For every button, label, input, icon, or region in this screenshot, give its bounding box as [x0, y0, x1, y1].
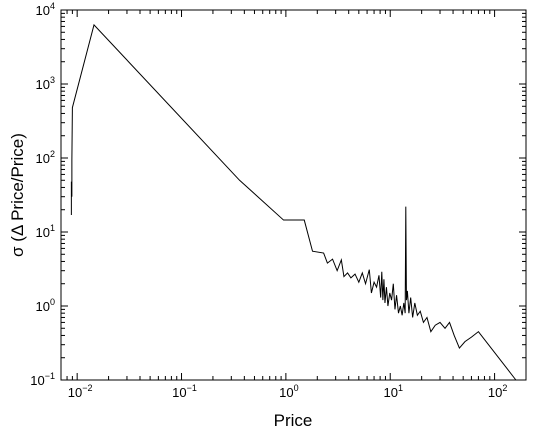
y-tick-label: 10−1 — [30, 371, 55, 388]
x-axis-label: Price — [274, 411, 313, 430]
y-axis-label: σ (Δ Price/Price) — [8, 133, 27, 257]
y-tick-label: 101 — [36, 223, 55, 240]
y-tick-label: 103 — [36, 75, 55, 92]
x-tick-label: 100 — [279, 383, 298, 400]
x-tick-label: 10−2 — [68, 383, 93, 400]
series-line — [70, 23, 517, 381]
ticks-group — [60, 9, 527, 381]
y-tick-label: 104 — [36, 1, 55, 18]
plot-frame — [60, 9, 527, 381]
y-tick-label: 102 — [36, 149, 55, 166]
y-tick-label: 100 — [36, 297, 55, 314]
x-tick-label: 10−1 — [172, 383, 197, 400]
x-tick-label: 101 — [383, 383, 402, 400]
tick-labels-group: 10−2 10−1 100 101 102 10−1 100 101 102 103 104 — [30, 1, 507, 400]
x-tick-label: 102 — [488, 383, 507, 400]
